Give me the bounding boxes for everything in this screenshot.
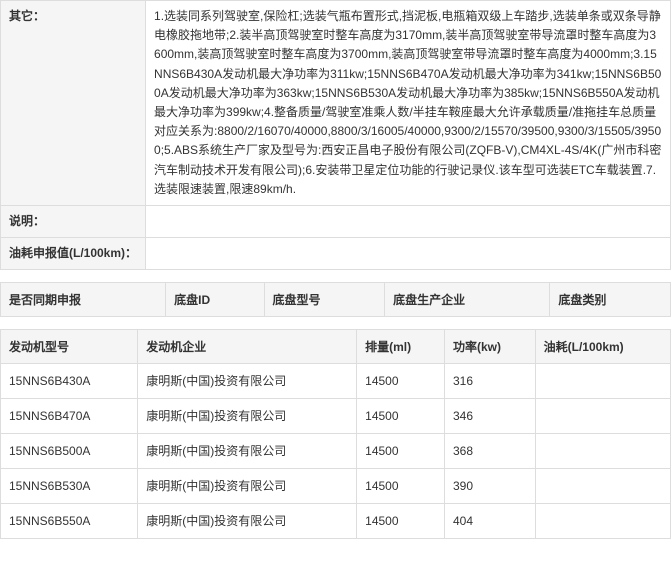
table-cell: 404 [444, 504, 535, 539]
table-cell: 15NNS6B470A [1, 399, 138, 434]
engine-header-row: 发动机型号 发动机企业 排量(ml) 功率(kw) 油耗(L/100km) [1, 330, 671, 364]
table-cell: 14500 [357, 364, 445, 399]
table-cell: 康明斯(中国)投资有限公司 [138, 434, 357, 469]
table-cell: 390 [444, 469, 535, 504]
other-label: 其它： [1, 1, 146, 206]
table-row: 15NNS6B530A康明斯(中国)投资有限公司14500390 [1, 469, 671, 504]
table-cell: 15NNS6B430A [1, 364, 138, 399]
desc-value [146, 205, 671, 237]
table-row: 15NNS6B550A康明斯(中国)投资有限公司14500404 [1, 504, 671, 539]
chassis-col-2: 底盘型号 [264, 283, 385, 317]
table-cell: 14500 [357, 399, 445, 434]
table-cell: 14500 [357, 434, 445, 469]
engine-col-1: 发动机企业 [138, 330, 357, 364]
engine-col-3: 功率(kw) [444, 330, 535, 364]
engine-col-4: 油耗(L/100km) [535, 330, 670, 364]
table-cell: 康明斯(中国)投资有限公司 [138, 399, 357, 434]
table-cell: 康明斯(中国)投资有限公司 [138, 364, 357, 399]
chassis-col-4: 底盘类别 [550, 283, 671, 317]
table-row: 15NNS6B470A康明斯(中国)投资有限公司14500346 [1, 399, 671, 434]
table-cell: 14500 [357, 469, 445, 504]
chassis-table: 是否同期申报 底盘ID 底盘型号 底盘生产企业 底盘类别 [0, 282, 671, 317]
fuel-label: 油耗申报值(L/100km)： [1, 238, 146, 270]
other-value: 1.选装同系列驾驶室,保险杠;选装气瓶布置形式,挡泥板,电瓶箱双级上车踏步,选装… [146, 1, 671, 206]
engine-table: 发动机型号 发动机企业 排量(ml) 功率(kw) 油耗(L/100km) 15… [0, 329, 671, 539]
table-cell [535, 469, 670, 504]
table-cell [535, 399, 670, 434]
table-cell: 15NNS6B500A [1, 434, 138, 469]
table-cell [535, 504, 670, 539]
desc-label: 说明： [1, 205, 146, 237]
engine-col-2: 排量(ml) [357, 330, 445, 364]
table-cell [535, 364, 670, 399]
table-cell: 368 [444, 434, 535, 469]
table-cell: 康明斯(中国)投资有限公司 [138, 469, 357, 504]
table-cell: 15NNS6B530A [1, 469, 138, 504]
chassis-col-3: 底盘生产企业 [385, 283, 550, 317]
table-row: 15NNS6B430A康明斯(中国)投资有限公司14500316 [1, 364, 671, 399]
fuel-value [146, 238, 671, 270]
table-cell: 康明斯(中国)投资有限公司 [138, 504, 357, 539]
spec-table: 其它： 1.选装同系列驾驶室,保险杠;选装气瓶布置形式,挡泥板,电瓶箱双级上车踏… [0, 0, 671, 270]
table-cell: 14500 [357, 504, 445, 539]
table-cell: 15NNS6B550A [1, 504, 138, 539]
table-row: 15NNS6B500A康明斯(中国)投资有限公司14500368 [1, 434, 671, 469]
chassis-col-1: 底盘ID [166, 283, 264, 317]
table-cell: 316 [444, 364, 535, 399]
engine-col-0: 发动机型号 [1, 330, 138, 364]
table-cell: 346 [444, 399, 535, 434]
chassis-col-0: 是否同期申报 [1, 283, 166, 317]
chassis-header-row: 是否同期申报 底盘ID 底盘型号 底盘生产企业 底盘类别 [1, 283, 671, 317]
table-cell [535, 434, 670, 469]
